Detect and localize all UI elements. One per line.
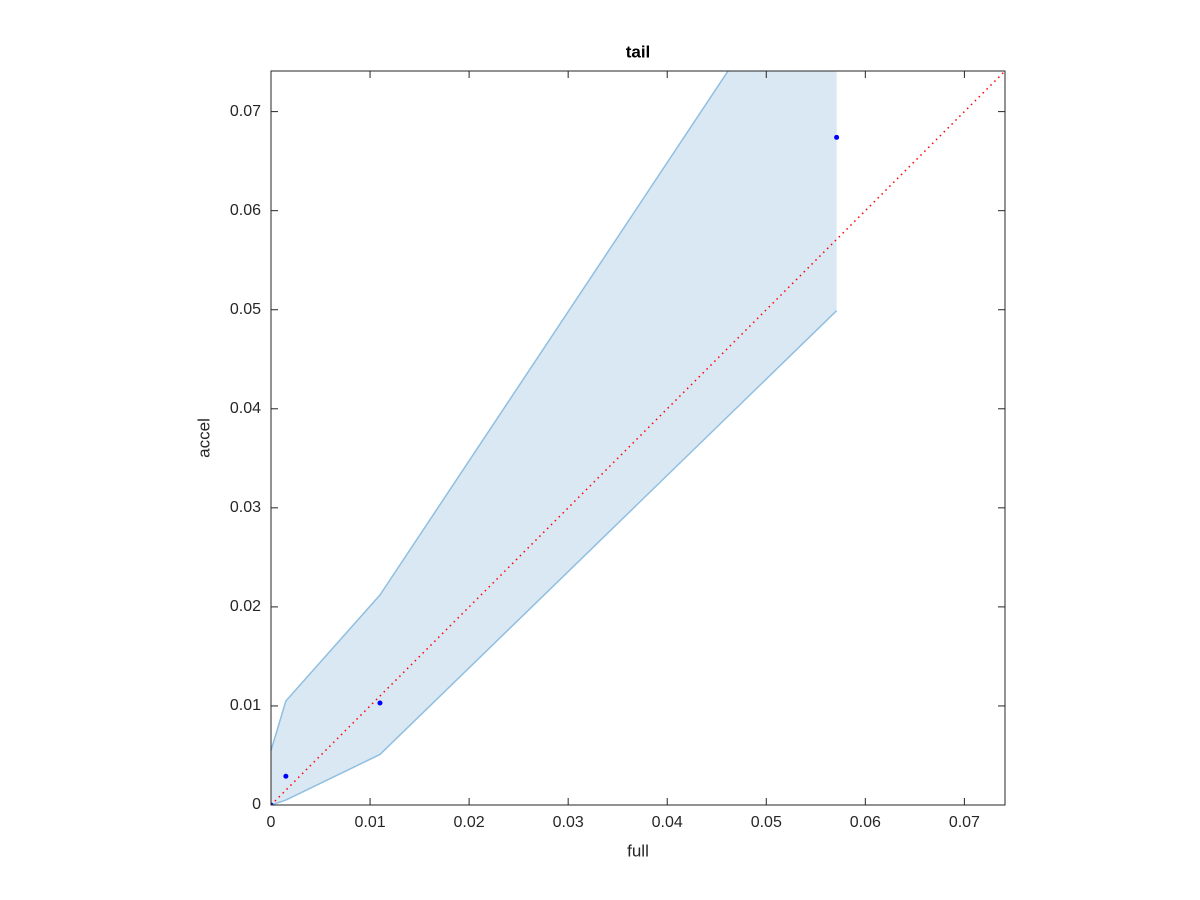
axes-box (270, 70, 1006, 806)
y-tick-label: 0.02 (230, 598, 261, 615)
y-axis-label: accel (194, 418, 213, 458)
x-tick-label: 0.07 (949, 814, 980, 831)
y-tick-label: 0 (252, 796, 261, 813)
point (283, 773, 289, 779)
point (377, 700, 383, 706)
point (271, 802, 274, 805)
x-tick-label: 0.04 (652, 814, 683, 831)
y-tick-label: 0.04 (230, 400, 261, 417)
y-tick-label: 0.01 (230, 697, 261, 714)
chart-title: tail (626, 42, 651, 61)
x-tick-label: 0.06 (850, 814, 881, 831)
x-tick-label: 0.05 (751, 814, 782, 831)
x-tick-label: 0.01 (354, 814, 385, 831)
band-edge (271, 310, 838, 805)
band-edge (271, 71, 729, 751)
x-tick-label: 0.03 (553, 814, 584, 831)
x-tick-label: 0.02 (454, 814, 485, 831)
y-tick-label: 0.07 (230, 103, 261, 120)
y-tick-label: 0.06 (230, 202, 261, 219)
y-tick-label: 0.03 (230, 499, 261, 516)
plot-area (271, 71, 1005, 805)
point (834, 134, 840, 140)
x-tick-label: 0 (267, 814, 276, 831)
band-fill (271, 71, 837, 805)
x-axis-label: full (627, 841, 649, 860)
y-tick-label: 0.05 (230, 301, 261, 318)
